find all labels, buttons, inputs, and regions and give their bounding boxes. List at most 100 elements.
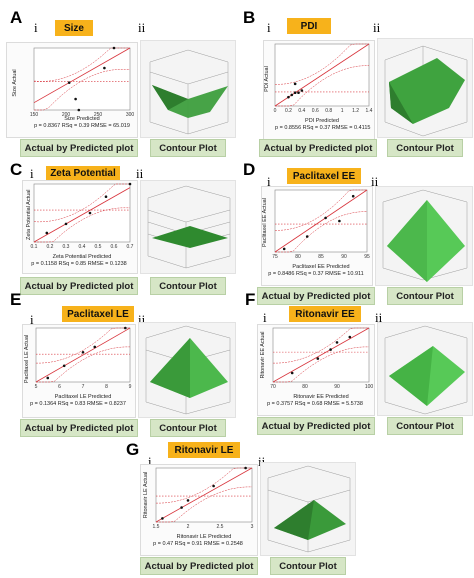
x-tick-label: 85 [318, 254, 324, 260]
data-point [351, 194, 355, 198]
panel-f-surface-plot [384, 325, 468, 415]
fit-line [33, 47, 131, 104]
confidence-lower [275, 211, 367, 253]
x-tick-label: 7 [82, 384, 85, 390]
panel-b-pred-label: PDI Predicted [305, 118, 339, 124]
panel-b-label-ii: ii [373, 20, 381, 35]
surface-mesh [389, 58, 465, 124]
panel-b: B i PDI ii PDI Actual 0 0.2 0.4 0.6 0.8 1 1.2 1… [237, 0, 474, 160]
panel-c-actual-predicted-button[interactable]: Actual by Predicted plot [20, 277, 138, 295]
panel-a-chart: 150 200 250 300 [30, 46, 135, 118]
x-tick-label: 0.4 [298, 108, 305, 114]
fit-line [155, 467, 253, 523]
panel-letter-c: C [10, 160, 23, 179]
x-tick-label: 0.6 [312, 108, 319, 114]
panel-e-pred-label: Paclitaxel LE Predicted [54, 394, 112, 400]
panel-d-actual-predicted-button[interactable]: Actual by Predicted plot [257, 287, 375, 305]
panel-d-label-i: i [267, 174, 271, 189]
confidence-upper [156, 467, 252, 504]
panel-a: A i Size ii Size Actual 150 200 250 300 Siz… [0, 0, 237, 160]
x-tick-label: 70 [270, 384, 276, 390]
confidence-lower [34, 69, 131, 111]
x-tick-label: 3 [251, 524, 254, 530]
panel-g-actual-predicted-button[interactable]: Actual by Predicted plot [140, 557, 258, 575]
panel-d: D i Paclitaxel EE ii Paclitaxel EE Actua… [237, 160, 474, 310]
confidence-lower [34, 207, 131, 243]
panel-g-tag: Ritonavir LE [168, 442, 240, 458]
fit-line [274, 189, 368, 253]
plot-frame [33, 183, 131, 243]
x-tick-label: 300 [126, 112, 135, 118]
data-point [45, 231, 49, 235]
panel-a-label-i: i [34, 20, 38, 35]
panel-g: G i Ritonavir LE ii Ritonavir LE Actual … [118, 440, 358, 578]
panel-e-stats: p = 0.1364 RSq = 0.83 RMSE = 0.8237 [30, 401, 126, 407]
panel-b-label-i: i [267, 20, 271, 35]
x-tick-label: 150 [30, 112, 39, 118]
data-point [104, 195, 108, 198]
panel-e-label-ii: ii [138, 312, 146, 327]
panel-g-contour-button[interactable]: Contour Plot [270, 557, 346, 575]
data-point [300, 89, 304, 92]
panel-b-contour-button[interactable]: Contour Plot [387, 139, 463, 157]
x-tick-label: 95 [364, 254, 370, 260]
panel-g-label-i: i [148, 454, 152, 469]
panel-c-tag: Zeta Potential [46, 166, 120, 180]
data-point [282, 247, 286, 251]
x-tick-label: 90 [341, 254, 347, 260]
x-tick-label: 75 [272, 254, 278, 260]
panel-a-contour-button[interactable]: Contour Plot [150, 139, 226, 157]
panel-g-stats: p = 0.47 RSq = 0.91 RMSE = 0.2548 [153, 541, 243, 547]
data-point [88, 211, 92, 215]
data-point [103, 66, 106, 70]
panel-letter-b: B [243, 8, 256, 27]
panel-c-stats: p = 0.1158 RSq = 0.85 RMSE = 0.1238 [31, 261, 127, 267]
data-point [74, 97, 77, 101]
confidence-lower [36, 346, 130, 383]
panel-letter-e: E [10, 290, 22, 309]
panel-d-contour-button[interactable]: Contour Plot [387, 287, 463, 305]
panel-c-chart: 0.1 0.2 0.3 0.4 0.5 0.6 0.7 [31, 182, 134, 250]
data-point [293, 82, 297, 86]
data-point [324, 216, 327, 220]
panel-c-contour-button[interactable]: Contour Plot [150, 277, 226, 295]
panel-d-tag: Paclitaxel EE [287, 168, 361, 184]
surface-mesh [389, 82, 413, 124]
x-tick-label: 0.6 [111, 244, 118, 250]
panel-b-actual-predicted-button[interactable]: Actual by Predicted plot [259, 139, 377, 157]
x-tick-label: 0.5 [95, 244, 102, 250]
x-tick-label: 0 [274, 108, 277, 114]
data-point [305, 235, 309, 238]
x-tick-label: 0.2 [47, 244, 54, 250]
data-point [67, 81, 71, 84]
data-point [316, 357, 320, 360]
data-point [112, 46, 116, 50]
surface-mesh [152, 85, 188, 110]
panel-e-actual-predicted-button[interactable]: Actual by Predicted plot [20, 419, 138, 437]
confidence-lower [273, 346, 369, 383]
x-tick-label: 5 [35, 384, 38, 390]
confidence-upper [33, 183, 130, 223]
data-point [290, 93, 294, 97]
data-point [93, 345, 97, 349]
surface-mesh [387, 200, 427, 282]
panel-c-surface-plot [147, 185, 231, 269]
confidence-upper [275, 43, 369, 85]
panel-a-actual-predicted-button[interactable]: Actual by Predicted plot [20, 139, 138, 157]
x-tick-label: 0.2 [285, 108, 292, 114]
panel-g-label-ii: ii [258, 454, 265, 470]
x-tick-label: 1.5 [153, 524, 160, 530]
x-tick-label: 80 [295, 254, 301, 260]
panel-a-pred-label: Size Predicted [64, 116, 100, 122]
panel-f-contour-button[interactable]: Contour Plot [387, 417, 463, 435]
x-tick-label: 0.3 [63, 244, 70, 250]
panel-e-chart: 5 6 7 8 9 [35, 326, 132, 390]
data-point [338, 219, 341, 223]
data-point [180, 506, 183, 509]
data-point [124, 326, 127, 330]
data-point [212, 484, 215, 488]
panel-f-actual-predicted-button[interactable]: Actual by Predicted plot [257, 417, 375, 435]
data-point [64, 222, 68, 226]
x-tick-label: 200 [62, 112, 71, 118]
panel-e-contour-button[interactable]: Contour Plot [150, 419, 226, 437]
